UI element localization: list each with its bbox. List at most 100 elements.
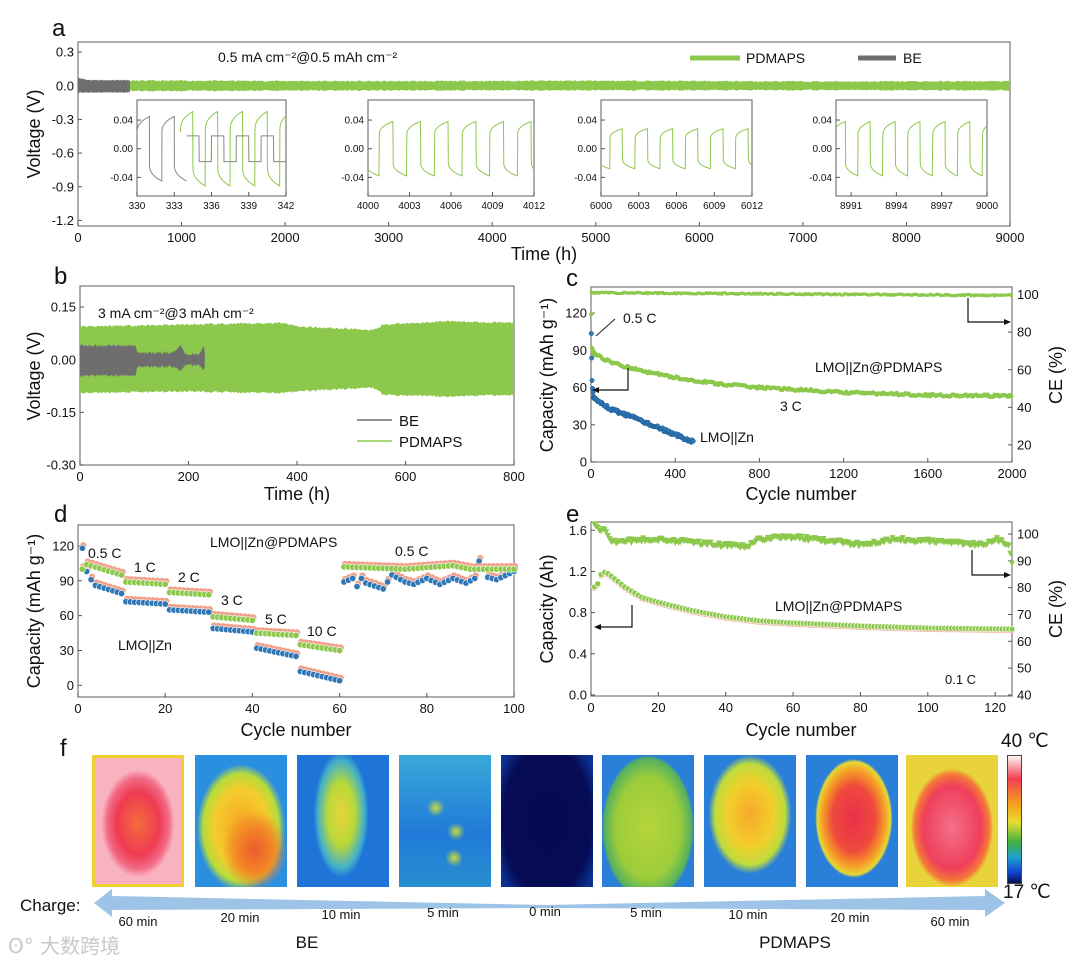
c-point-ce xyxy=(718,291,722,295)
inset-4-xtick-label: 8991 xyxy=(840,201,863,212)
inset-1-xtick-label: 336 xyxy=(203,201,220,212)
c-point-ce xyxy=(637,291,641,295)
c-point-ce xyxy=(893,293,897,297)
c-point-ce xyxy=(597,291,601,295)
b-xlabel: Time (h) xyxy=(264,484,330,504)
c-point-ce xyxy=(929,292,933,296)
inset-1-series-be xyxy=(136,115,187,182)
d-point-lmo-discharge xyxy=(379,585,387,593)
inset-2-xtick-label: 4003 xyxy=(398,201,421,212)
inset-3-xtick-label: 6009 xyxy=(703,201,726,212)
thermal-image-pdmaps-60min xyxy=(906,755,998,887)
c-point-ce xyxy=(824,292,828,296)
c-point-ce xyxy=(885,293,889,297)
c-point-ce xyxy=(834,293,838,297)
c-point-ce xyxy=(647,291,651,295)
c-label-pdmaps: LMO||Zn@PDMAPS xyxy=(815,359,942,375)
c-point-ce xyxy=(609,290,613,294)
c-point-ce xyxy=(922,293,926,297)
c-point-ce xyxy=(819,292,823,296)
c-point-ce xyxy=(853,293,857,297)
c-point-ce xyxy=(691,292,695,296)
c-point-ce xyxy=(785,292,789,296)
d-point-lmo-discharge xyxy=(353,583,361,591)
c-point-ce xyxy=(932,293,936,297)
c-point-ce xyxy=(873,292,877,296)
c-point-ce xyxy=(797,292,801,296)
b-legend-pdmaps: PDMAPS xyxy=(399,434,462,451)
c-point-ce xyxy=(976,293,980,297)
c-point-ce xyxy=(993,294,997,298)
c-point-ce xyxy=(821,293,825,297)
time-label: 20 min xyxy=(220,910,259,925)
c-point-ce xyxy=(715,291,719,295)
c-ytick-label: 60 xyxy=(573,380,587,395)
c-point-ce xyxy=(888,293,892,297)
c-point-ce xyxy=(986,294,990,298)
b-xtick-label: 200 xyxy=(178,469,200,484)
c-point-ce xyxy=(641,291,645,295)
c-point-ce xyxy=(1004,293,1008,297)
e-ytick-right-label: 70 xyxy=(1017,607,1031,622)
d-rate-4: 3 C xyxy=(221,592,243,608)
c-right-axis-arrow xyxy=(967,298,1008,323)
c-point-ce xyxy=(720,292,724,296)
a-ytick-label: 0.3 xyxy=(56,45,74,60)
c-point-ce xyxy=(927,293,931,297)
c-point-pdmaps xyxy=(1009,394,1014,399)
c-point-lmo xyxy=(589,377,595,383)
c-point-ce xyxy=(681,291,685,295)
d-xlabel: Cycle number xyxy=(240,720,351,740)
c-xtick-label: 0 xyxy=(587,466,594,481)
c-point-ce xyxy=(642,291,646,295)
c-point-ce xyxy=(639,291,643,295)
b-xtick-label: 0 xyxy=(76,469,83,484)
c-point-ce xyxy=(807,292,811,296)
c-xlabel: Cycle number xyxy=(745,484,856,504)
c-point-ce xyxy=(686,291,690,295)
c-point-ce xyxy=(890,292,894,296)
c-point-ce xyxy=(693,292,697,296)
c-xtick-label: 2000 xyxy=(998,466,1027,481)
c-point-ce xyxy=(615,292,619,296)
c-point-ce xyxy=(694,292,698,296)
c-point-ce xyxy=(895,293,899,297)
c-point-ce xyxy=(843,292,847,296)
inset-4-xtick-label: 9000 xyxy=(976,201,999,212)
c-point-ce xyxy=(967,292,971,296)
c-xtick-label: 1600 xyxy=(913,466,942,481)
c-ytick-right-label: 100 xyxy=(1017,287,1039,302)
d-point-pdmaps-discharge xyxy=(118,571,126,579)
c-point-ce xyxy=(760,292,764,296)
c-ylabel-right: CE (%) xyxy=(1046,346,1066,404)
inset-4-ytick-label: 0.04 xyxy=(813,116,833,127)
b-xtick-label: 600 xyxy=(395,469,417,484)
temperature-colorbar xyxy=(1007,755,1022,884)
e-point-ce xyxy=(695,538,702,545)
c-point-ce xyxy=(870,292,874,296)
c-point-ce xyxy=(923,293,927,297)
c-point-ce xyxy=(945,293,949,297)
time-label: 20 min xyxy=(830,910,869,925)
c-point-ce xyxy=(969,294,973,298)
c-point-ce xyxy=(910,293,914,297)
c-point-ce xyxy=(612,291,616,295)
d-xtick-label: 0 xyxy=(74,701,81,716)
c-point-ce xyxy=(625,291,629,295)
b-xtick-label: 400 xyxy=(286,469,308,484)
c-point-ce xyxy=(957,293,961,297)
time-label: 60 min xyxy=(118,914,157,929)
c-point-ce xyxy=(883,292,887,296)
c-point-ce xyxy=(790,291,794,295)
inset-4-xtick-label: 8994 xyxy=(885,201,908,212)
e-xtick-label: 80 xyxy=(853,700,867,715)
e-point-capacity xyxy=(1008,625,1016,633)
c-point-ce xyxy=(898,292,902,296)
c-point-ce xyxy=(617,291,621,295)
thermal-image-pdmaps-10min xyxy=(704,755,796,887)
c-point-ce xyxy=(726,292,730,296)
a-legend-be: BE xyxy=(903,50,922,66)
c-point-ce xyxy=(657,291,661,295)
c-point-ce xyxy=(683,291,687,295)
